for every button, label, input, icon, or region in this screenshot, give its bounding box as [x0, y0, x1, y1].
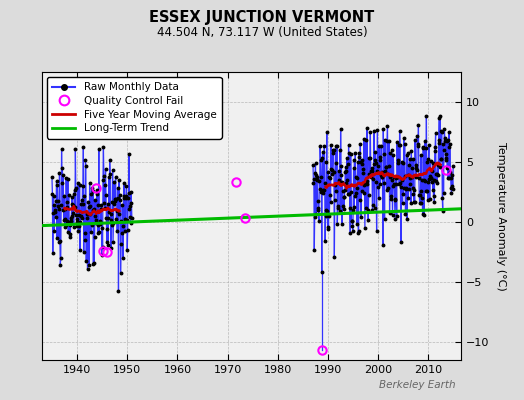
Legend: Raw Monthly Data, Quality Control Fail, Five Year Moving Average, Long-Term Tren: Raw Monthly Data, Quality Control Fail, … — [47, 77, 222, 138]
Text: Berkeley Earth: Berkeley Earth — [379, 380, 456, 390]
Text: ESSEX JUNCTION VERMONT: ESSEX JUNCTION VERMONT — [149, 10, 375, 25]
Text: 44.504 N, 73.117 W (United States): 44.504 N, 73.117 W (United States) — [157, 26, 367, 39]
Y-axis label: Temperature Anomaly (°C): Temperature Anomaly (°C) — [496, 142, 506, 290]
